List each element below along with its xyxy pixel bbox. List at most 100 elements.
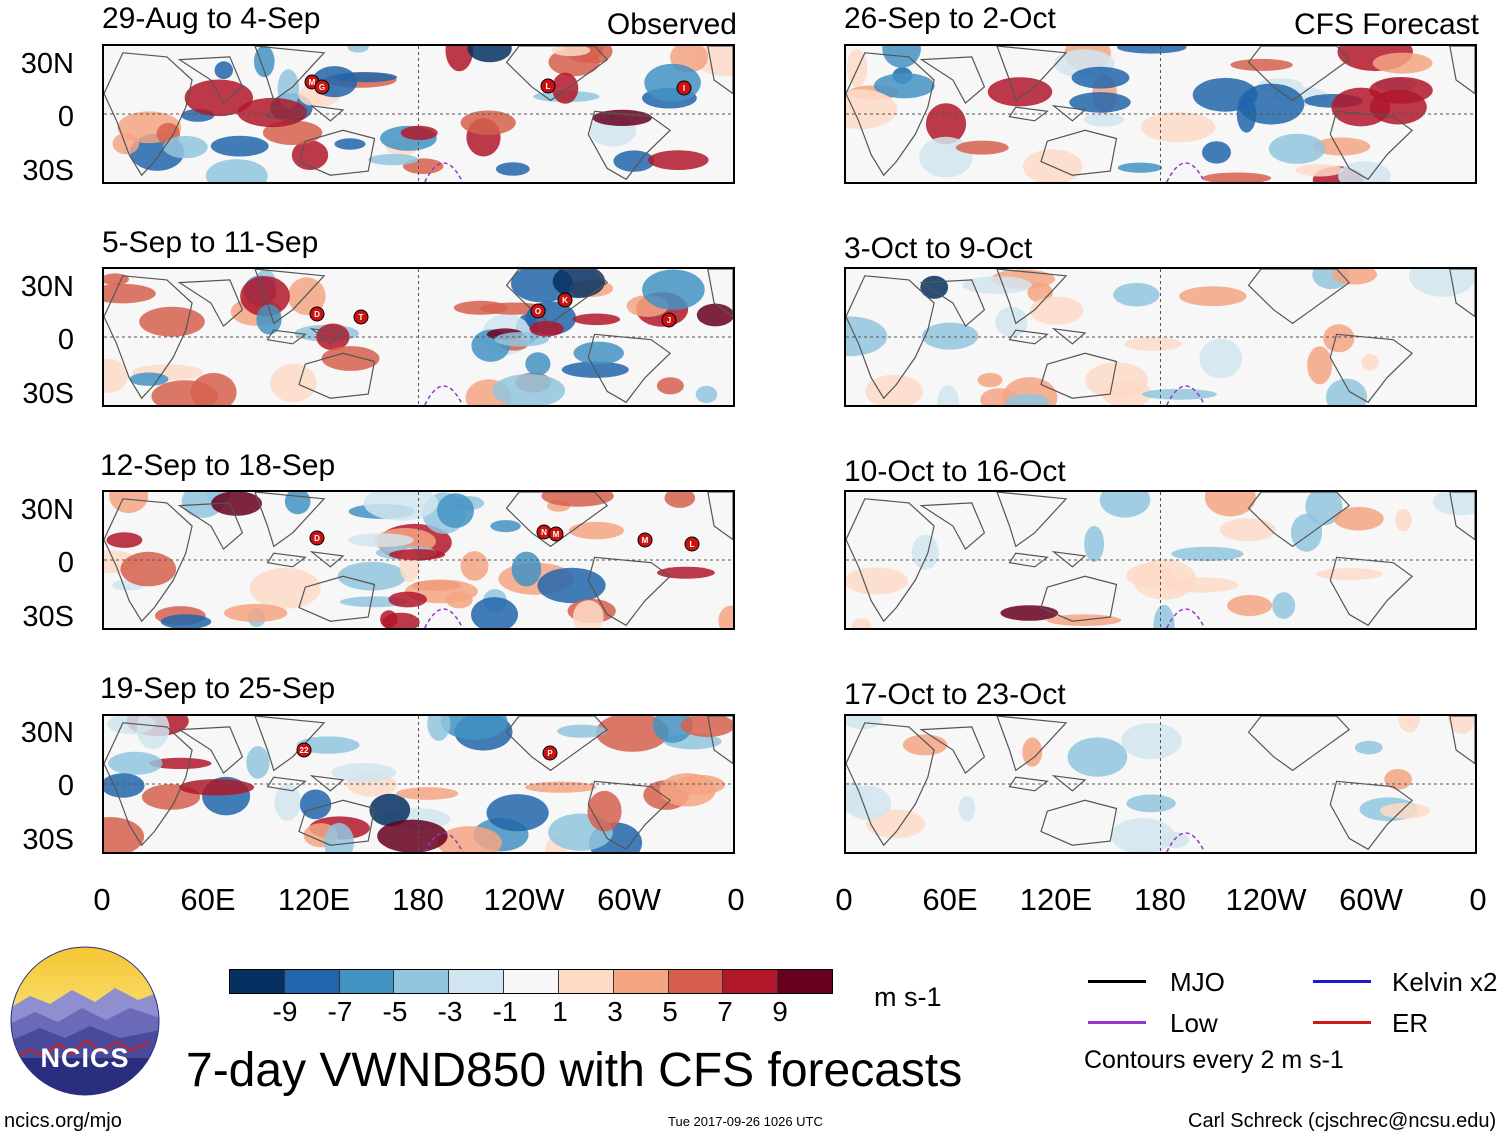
legend-line-er: [1313, 1021, 1371, 1024]
lat-label-30s: 30S: [22, 155, 74, 187]
colorbar-swatch: [723, 970, 779, 993]
anomaly-area: [873, 73, 935, 99]
anomaly-area: [1179, 286, 1247, 307]
coastline: [309, 774, 345, 792]
storm-marker: M: [548, 526, 564, 542]
colorbar-tick: 1: [552, 996, 568, 1027]
anomaly-area: [525, 781, 597, 793]
anomaly-area: [109, 492, 149, 514]
legend-label-mjo: MJO: [1170, 967, 1225, 997]
anomaly-area: [1067, 737, 1128, 777]
anomaly-area: [1153, 604, 1175, 628]
anomaly-area: [1111, 818, 1175, 852]
legend-label-er: ER: [1392, 1008, 1429, 1038]
anomaly-area: [569, 521, 624, 540]
coastline: [177, 279, 244, 328]
coastline: [1247, 492, 1351, 548]
coastline: [1051, 550, 1087, 568]
coastline: [1008, 776, 1049, 792]
coastline: [1040, 352, 1118, 399]
anomaly-area: [718, 605, 733, 628]
anomaly-area: [104, 773, 145, 798]
coastline: [505, 716, 609, 772]
coastline: [298, 575, 376, 622]
anomaly-area: [587, 790, 622, 832]
panel-title-obs-2: 5-Sep to 11-Sep: [102, 226, 319, 259]
lon-label-60w: 60W: [597, 882, 661, 917]
lon-label-120w: 120W: [483, 882, 565, 917]
storm-marker: L: [684, 536, 700, 552]
anomaly-area: [368, 154, 419, 166]
anomaly-area: [106, 532, 143, 548]
footer-timestamp: Tue 2017-09-26 1026 UTC: [668, 1114, 823, 1129]
coastline: [919, 726, 986, 775]
storm-marker-label: M: [553, 530, 560, 539]
colorbar-tick: -1: [492, 996, 518, 1027]
anomaly-area: [1312, 137, 1371, 156]
storm-marker: M: [637, 532, 653, 548]
anomaly-area: [1395, 508, 1412, 532]
anomaly-area: [400, 125, 438, 140]
anomaly-area: [389, 549, 446, 561]
anomaly-area: [1268, 133, 1326, 164]
anomaly-area: [274, 783, 301, 821]
colorbar-tick: 9: [772, 996, 788, 1027]
anomaly-area: [299, 789, 332, 820]
anomaly-area: [1370, 89, 1427, 125]
coastline: [266, 776, 307, 792]
coastline: [707, 269, 733, 318]
anomaly-area: [492, 374, 566, 405]
lat-label-30n: 30N: [20, 494, 74, 526]
lat-label-0: 0: [57, 101, 74, 133]
coastline: [177, 502, 244, 551]
anomaly-area: [987, 77, 1053, 107]
colorbar-tick: -5: [382, 996, 408, 1027]
legend-label-kelvin: Kelvin x2: [1392, 967, 1498, 997]
coastline: [298, 352, 376, 399]
coastline: [919, 279, 986, 328]
anomaly-area: [179, 779, 255, 796]
coastline: [1008, 552, 1049, 568]
anomaly-area: [1084, 525, 1105, 562]
lon-label-120e: 120E: [277, 882, 351, 917]
coastline: [996, 46, 1068, 102]
storm-marker-label: P: [547, 749, 553, 758]
storm-marker: G: [314, 79, 330, 95]
anomaly-area: [437, 826, 502, 852]
anomaly-area: [1029, 296, 1084, 325]
anomaly-area: [846, 785, 892, 821]
lat-label-30n: 30N: [20, 717, 74, 749]
storm-marker: D: [309, 306, 325, 322]
colorbar-swatch: [339, 970, 395, 993]
storm-marker-label: T: [359, 313, 364, 322]
anomaly-area: [1409, 269, 1475, 297]
anomaly-area: [1163, 577, 1239, 593]
footer-url[interactable]: ncics.org/mjo: [4, 1110, 122, 1132]
anomaly-area: [1202, 172, 1272, 182]
anomaly-area: [1069, 92, 1131, 113]
anomaly-area: [977, 372, 1003, 388]
lat-label-30s: 30S: [22, 601, 74, 633]
anomaly-area: [1379, 802, 1430, 819]
anomaly-area: [1372, 52, 1433, 74]
colorbar-tick: 7: [717, 996, 733, 1027]
lat-label-30s: 30S: [22, 824, 74, 856]
colorbar-tick: -9: [272, 996, 298, 1027]
anomaly-area: [1202, 141, 1231, 164]
anomaly-area: [396, 787, 459, 800]
coastline: [587, 556, 672, 627]
storm-marker-label: 22: [300, 746, 309, 755]
map-svg: DN MM L: [104, 492, 733, 628]
legend-line-low: [1088, 1021, 1146, 1024]
coastline: [254, 492, 326, 548]
storm-marker-label: L: [546, 82, 551, 91]
anomaly-area: [1117, 162, 1163, 173]
storm-marker-label: M: [309, 78, 316, 87]
colorbar-swatch: [778, 970, 832, 993]
coastline: [707, 716, 733, 765]
anomaly-area: [680, 716, 733, 737]
anomaly-area: [377, 819, 448, 852]
coastline: [707, 46, 733, 95]
coastline: [996, 492, 1068, 548]
